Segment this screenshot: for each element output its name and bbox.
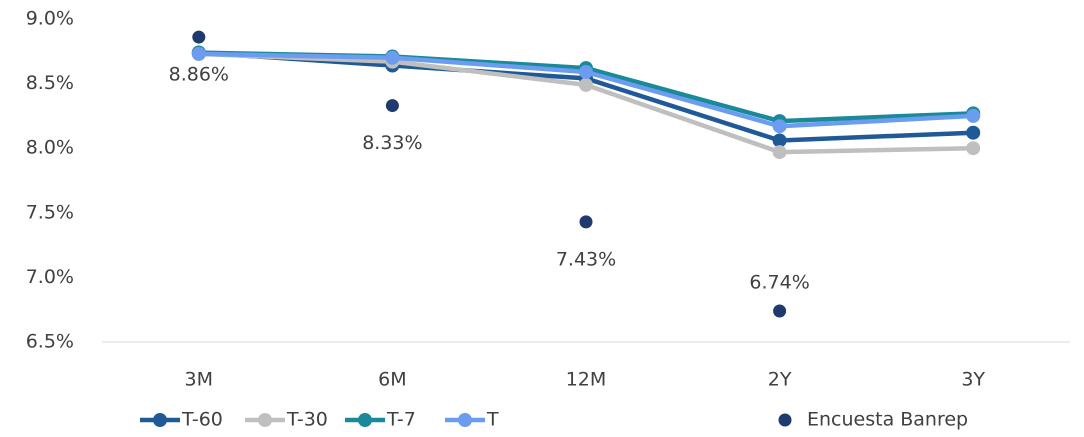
x-tick-label: 2Y [768,369,792,391]
x-tick-label: 6M [378,369,406,391]
legend-marker [258,413,272,427]
value-label: 8.86% [169,64,229,86]
survey-point [192,30,206,44]
y-tick-label: 8.0% [26,137,74,159]
series-marker [772,145,787,160]
value-label: 6.74% [749,271,809,293]
y-tick-label: 6.5% [26,331,74,353]
legend-label: Encuesta Banrep [807,409,968,431]
series-marker [385,50,400,65]
x-tick-label: 3M [185,369,213,391]
legend-marker [153,413,167,427]
y-tick-label: 7.5% [26,201,74,223]
series-marker [579,64,593,79]
legend-marker [458,413,472,427]
legend-label: T [486,409,499,431]
survey-point [579,215,593,229]
y-tick-label: 8.5% [26,72,74,94]
y-tick-label: 7.0% [26,266,74,288]
series-marker [966,141,981,156]
x-tick-label: 3Y [961,369,985,391]
series-marker [966,108,981,123]
series-marker [191,46,206,61]
survey-point [773,304,787,318]
series-marker [966,125,981,140]
series-marker [772,133,787,148]
value-label: 8.33% [362,132,422,154]
y-tick-label: 9.0% [26,8,74,30]
legend-label: T-60 [181,409,223,431]
x-tick-label: 12M [566,369,607,391]
value-label: 7.43% [556,248,616,270]
legend-label: T-7 [386,409,416,431]
survey-point [385,99,399,113]
legend-marker [778,413,792,427]
series-marker [772,119,787,134]
legend-marker [358,413,372,427]
series-marker [579,77,593,92]
legend-label: T-30 [286,409,328,431]
